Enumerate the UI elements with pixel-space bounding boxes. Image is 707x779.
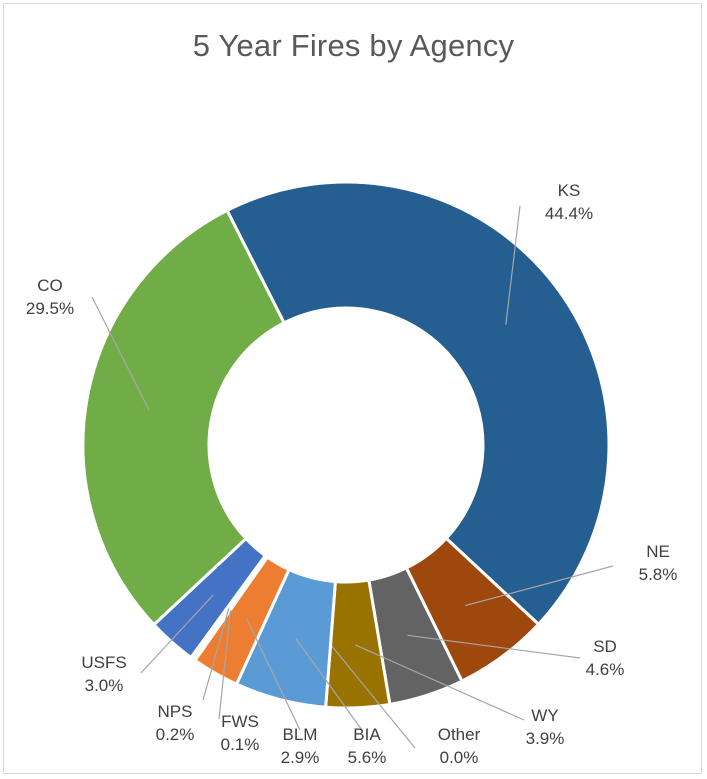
data-label-name: SD bbox=[593, 637, 617, 656]
leader-line-usfs bbox=[140, 594, 214, 674]
data-label-name: Other bbox=[438, 725, 481, 744]
data-label-value: 5.8% bbox=[639, 565, 678, 584]
leader-line-bia bbox=[295, 638, 363, 731]
leader-line-co bbox=[91, 296, 150, 411]
leader-line-wy bbox=[354, 644, 525, 721]
data-label-co: CO 29.5% bbox=[26, 276, 74, 318]
data-label-name: NPS bbox=[158, 702, 193, 721]
data-label-value: 0.2% bbox=[156, 725, 195, 744]
chart-title: 5 Year Fires by Agency bbox=[192, 28, 515, 63]
data-label-name: KS bbox=[558, 181, 581, 200]
data-label-other: Other 0.0% bbox=[438, 725, 481, 767]
leader-line-ks bbox=[505, 205, 521, 325]
slice-ks bbox=[225, 180, 611, 627]
leader-line-other bbox=[330, 644, 416, 749]
data-label-sd: SD 4.6% bbox=[586, 637, 625, 679]
slice-co bbox=[81, 208, 287, 627]
data-label-fws: FWS 0.1% bbox=[221, 712, 260, 754]
data-label-value: 4.6% bbox=[586, 660, 625, 679]
data-label-nps: NPS 0.2% bbox=[156, 702, 195, 744]
data-label-name: NE bbox=[646, 542, 670, 561]
data-label-wy: WY 3.9% bbox=[526, 706, 565, 748]
leader-line-nps bbox=[202, 607, 230, 701]
data-label-name: USFS bbox=[81, 653, 126, 672]
data-label-bia: BIA 5.6% bbox=[348, 725, 387, 767]
data-label-ne: NE 5.8% bbox=[639, 542, 678, 584]
leader-line-ne bbox=[465, 565, 614, 607]
data-label-value: 0.0% bbox=[440, 748, 479, 767]
data-label-name: BIA bbox=[353, 725, 381, 744]
data-label-value: 29.5% bbox=[26, 299, 74, 318]
data-label-value: 3.9% bbox=[526, 729, 565, 748]
leader-line-sd bbox=[407, 634, 581, 659]
data-label-value: 0.1% bbox=[221, 735, 260, 754]
data-label-ks: KS 44.4% bbox=[545, 181, 593, 223]
leader-line-blm bbox=[246, 618, 301, 731]
data-label-usfs: USFS 3.0% bbox=[81, 653, 126, 695]
data-label-name: BLM bbox=[283, 725, 318, 744]
data-label-value: 2.9% bbox=[281, 748, 320, 767]
leader-line-fws bbox=[218, 608, 232, 720]
data-label-value: 44.4% bbox=[545, 204, 593, 223]
data-label-blm: BLM 2.9% bbox=[281, 725, 320, 767]
data-label-name: FWS bbox=[221, 712, 259, 731]
data-label-name: CO bbox=[37, 276, 63, 295]
data-label-value: 3.0% bbox=[85, 676, 124, 695]
data-label-value: 5.6% bbox=[348, 748, 387, 767]
data-label-name: WY bbox=[531, 706, 558, 725]
